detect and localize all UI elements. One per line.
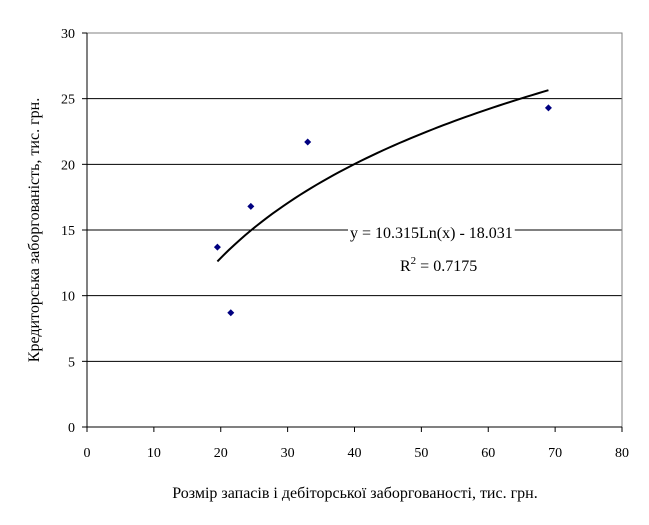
x-tick-label-20: 20 xyxy=(214,446,228,461)
y-tick-label-25: 25 xyxy=(61,93,75,108)
data-point-3 xyxy=(247,202,255,210)
y-tick-label-20: 20 xyxy=(61,158,75,173)
trendline-equation: y = 10.315Ln(x) - 18.031 xyxy=(350,225,513,242)
tick-labels: 0 10 20 30 40 50 60 70 80 0 5 10 15 20 25 30 xyxy=(61,27,629,461)
data-point-1 xyxy=(213,243,221,251)
x-tick-label-70: 70 xyxy=(548,446,562,461)
data-point-5 xyxy=(544,104,552,112)
data-point-4 xyxy=(304,138,312,146)
y-tick-label-5: 5 xyxy=(68,355,75,370)
x-tick-label-40: 40 xyxy=(348,446,362,461)
y-tick-label-15: 15 xyxy=(61,224,75,239)
x-axis-title: Розмір запасів і дебіторської заборгован… xyxy=(172,485,537,502)
equation-background xyxy=(348,225,515,242)
y-tick-label-0: 0 xyxy=(68,421,75,436)
data-points xyxy=(213,104,552,317)
x-tick-label-10: 10 xyxy=(147,446,161,461)
axes xyxy=(82,32,623,432)
x-tick-label-80: 80 xyxy=(615,446,629,461)
gridlines xyxy=(87,32,622,362)
y-tick-label-30: 30 xyxy=(61,27,75,42)
x-tick-label-50: 50 xyxy=(414,446,428,461)
x-tick-label-60: 60 xyxy=(481,446,495,461)
y-axis-title: Кредиторська заборгованість, тис. грн. xyxy=(26,98,43,362)
x-tick-label-30: 30 xyxy=(281,446,295,461)
data-point-2 xyxy=(227,309,235,317)
x-tick-label-0: 0 xyxy=(84,446,91,461)
r-squared-label: R2 = 0.7175 xyxy=(400,255,477,275)
y-tick-label-10: 10 xyxy=(61,290,75,305)
trendline xyxy=(216,89,549,263)
